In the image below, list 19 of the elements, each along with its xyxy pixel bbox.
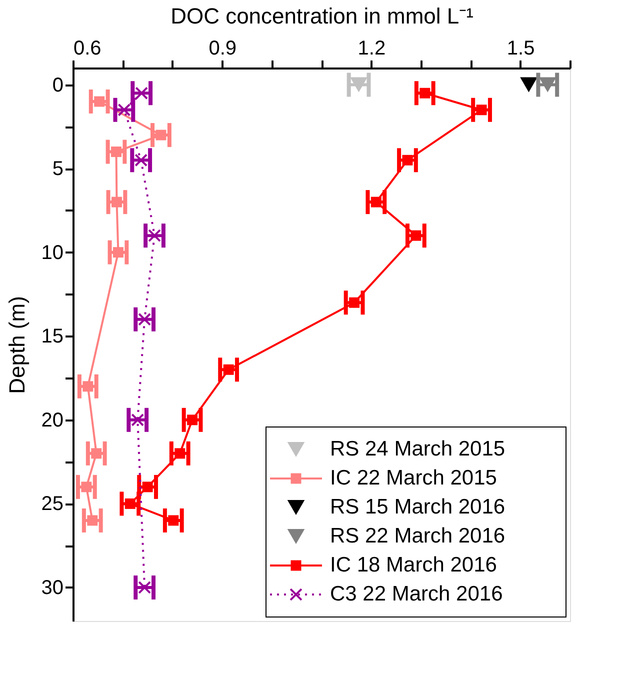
x-axis-title: DOC concentration in mmol L⁻¹: [170, 4, 474, 28]
y-axis-title: Depth (m): [4, 296, 30, 394]
y-tick-label: 5: [52, 158, 64, 180]
y-tick-label: 25: [41, 493, 64, 516]
legend-label: RS 24 March 2015: [330, 438, 506, 460]
legend-label: IC 18 March 2016: [330, 554, 497, 576]
y-tick-label: 10: [41, 242, 64, 264]
x-tick-label: 0.9: [208, 38, 237, 60]
y-tick-label: 20: [41, 409, 64, 432]
x-tick-label: 1.5: [506, 38, 535, 60]
x-tick-label: 0.6: [74, 38, 102, 60]
y-tick-label: 0: [52, 74, 64, 96]
y-tick-label: 30: [41, 576, 64, 599]
x-tick-label: 1.2: [358, 38, 386, 60]
legend-label: RS 15 March 2016: [330, 496, 506, 518]
legend-label: IC 22 March 2015: [330, 466, 497, 490]
legend-label: C3 22 March 2016: [330, 582, 503, 606]
legend-label: RS 22 March 2016: [330, 524, 506, 548]
y-tick-label: 15: [41, 326, 64, 348]
